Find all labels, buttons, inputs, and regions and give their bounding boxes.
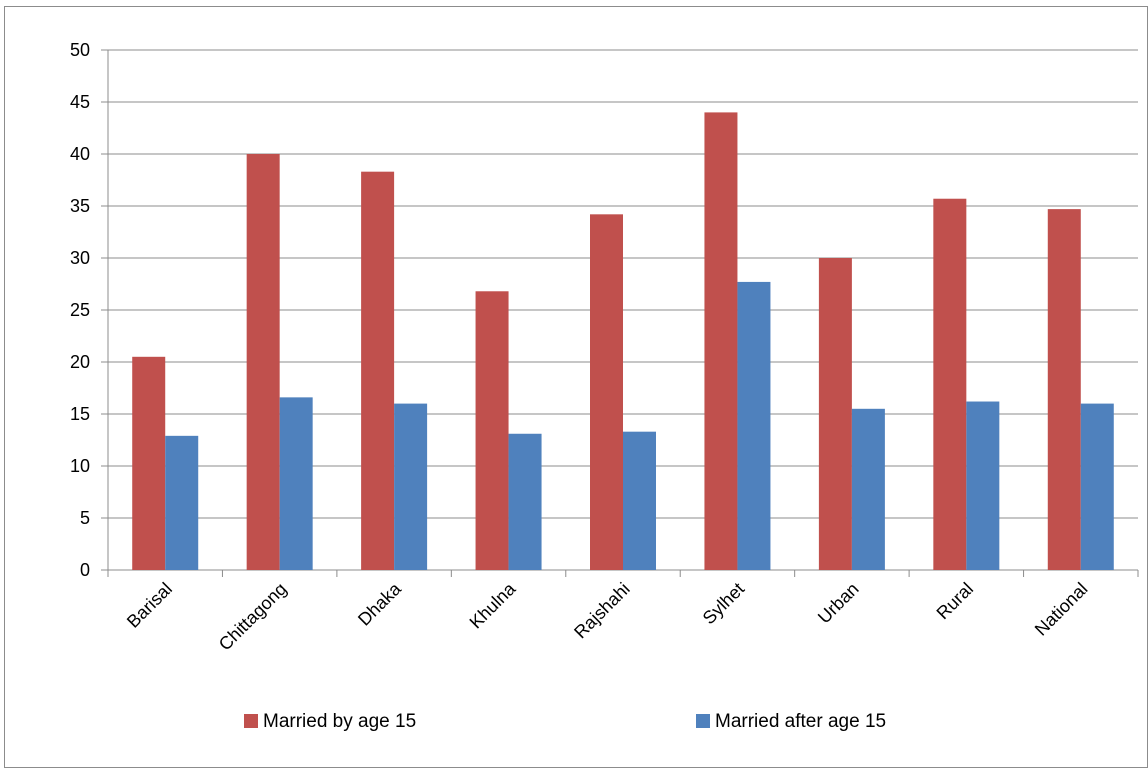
bar-married-after-15-rural	[966, 401, 1000, 570]
y-tick-label: 25	[70, 300, 90, 320]
y-tick-label: 0	[80, 560, 90, 580]
bar-married-by-15-national	[1047, 209, 1081, 570]
y-tick-label: 5	[80, 508, 90, 528]
bar-married-by-15-khulna	[475, 291, 509, 570]
x-category-label: Rural	[933, 579, 978, 624]
bar-married-by-15-sylhet	[704, 112, 738, 571]
bar-married-by-15-rural	[933, 198, 967, 570]
x-category-label: Sylhet	[699, 579, 749, 629]
legend: Married by age 15 Married after age 15	[244, 711, 886, 732]
y-tick-label: 35	[70, 196, 90, 216]
bar-married-after-15-khulna	[508, 433, 542, 570]
bar-married-after-15-national	[1080, 403, 1114, 570]
x-category-label: Barisal	[123, 579, 176, 632]
y-tick-label: 20	[70, 352, 90, 372]
y-tick-label: 45	[70, 92, 90, 112]
x-category-label: Rajshahi	[570, 579, 634, 643]
bar-married-by-15-barisal	[132, 356, 166, 570]
x-category-label: Chittagong	[215, 579, 291, 655]
y-tick-label: 50	[70, 40, 90, 60]
x-category-label: Urban	[814, 579, 863, 628]
bar-married-by-15-chittagong	[246, 154, 280, 570]
y-tick-label: 30	[70, 248, 90, 268]
x-category-label: National	[1031, 579, 1092, 640]
y-tick-label: 15	[70, 404, 90, 424]
bar-married-after-15-chittagong	[279, 397, 313, 570]
bar-married-after-15-sylhet	[737, 281, 771, 570]
y-axis: 0 5 10 15 20 25 30 35 40 45 50	[70, 40, 109, 580]
legend-label: Married after age 15	[715, 711, 886, 732]
bar-married-after-15-barisal	[165, 435, 199, 570]
legend-label: Married by age 15	[263, 711, 416, 732]
bar-married-by-15-dhaka	[361, 171, 395, 570]
legend-swatch	[696, 714, 710, 728]
x-category-label: Dhaka	[354, 578, 406, 630]
bars	[132, 112, 1114, 571]
x-axis: Barisal Chittagong Dhaka Khulna Rajshahi Sylh…	[107, 569, 1139, 655]
bar-married-after-15-urban	[851, 408, 885, 570]
y-tick-label: 10	[70, 456, 90, 476]
bar-married-after-15-dhaka	[394, 403, 428, 570]
legend-swatch	[244, 714, 258, 728]
bar-married-after-15-rajshahi	[623, 431, 656, 570]
y-tick-label: 40	[70, 144, 90, 164]
x-category-label: Khulna	[466, 578, 520, 632]
bar-married-by-15-rajshahi	[590, 214, 623, 570]
bar-married-by-15-urban	[818, 258, 852, 570]
